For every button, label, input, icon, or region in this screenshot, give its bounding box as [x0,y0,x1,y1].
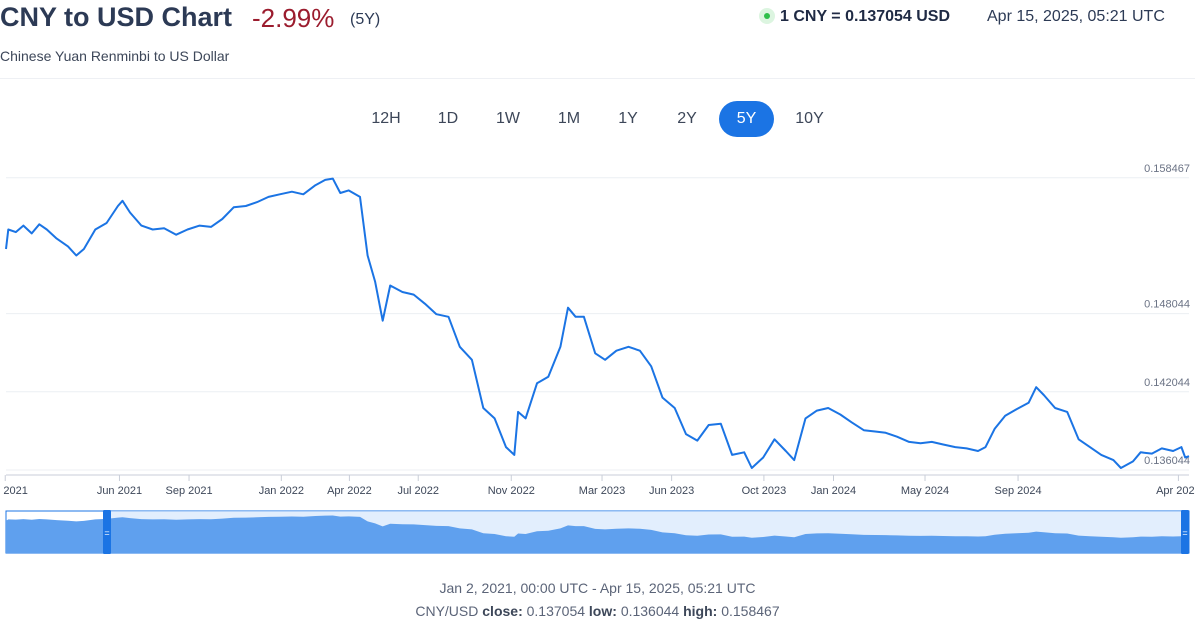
x-tick-label: Jan 2021 [0,485,28,497]
handle-grip-icon: = [1182,528,1187,538]
range-button-1d[interactable]: 1D [437,110,459,127]
close-label: close: [482,603,523,619]
x-tick-label: Apr 2022 [327,485,372,497]
range-button-12h[interactable]: 12H [371,110,401,127]
x-tick-label: Jul 2022 [397,485,439,497]
range-button-1y[interactable]: 1Y [618,110,638,127]
x-tick-label: Jun 2023 [649,485,694,497]
y-tick-label: 0.142044 [1144,377,1190,389]
x-tick-label: Nov 2022 [488,485,535,497]
high-value: 0.158467 [721,603,780,619]
low-value: 0.136044 [620,603,680,619]
x-tick-label: Sep 2024 [995,485,1042,497]
navigator-area [6,515,1189,553]
live-indicator-icon [759,8,775,24]
x-tick-label: May 2024 [901,485,949,497]
navigator-right-handle[interactable] [1181,510,1189,554]
high-label: high: [683,603,718,619]
range-button-10y[interactable]: 10Y [795,110,824,127]
footer-stats: CNY/USD close: 0.137054 low: 0.136044 hi… [0,603,1195,619]
y-axis-labels: 0.158467 0.148044 0.142044 0.136044 [1144,163,1190,467]
current-rate: 1 CNY = 0.137054 USD [780,8,951,25]
y-tick-label: 0.136044 [1144,455,1190,467]
page-subtitle: Chinese Yuan Renminbi to US Dollar [0,48,230,64]
range-button-5y[interactable]: 5Y [719,101,774,137]
range-button-2y[interactable]: 2Y [677,110,697,127]
navigator[interactable]: = = [5,510,1190,554]
low-label: low: [588,603,617,619]
period-label: (5Y) [350,11,381,28]
chart-header: CNY to USD Chart -2.99% (5Y) Chinese Yua… [0,0,1195,79]
close-value: 0.137054 [526,603,586,619]
x-tick-label: Jan 2022 [259,485,304,497]
x-tick-label: Sep 2021 [165,485,212,497]
x-tick-label: Mar 2023 [579,485,625,497]
x-tick-label: Jan 2024 [811,485,856,497]
navigator-left-handle[interactable] [103,510,111,554]
y-tick-label: 0.148044 [1144,299,1190,311]
x-tick-label: Apr 2025 [1156,485,1195,497]
price-chart[interactable]: 0.158467 0.148044 0.142044 0.136044 Jan 202… [0,150,1195,560]
pair-label: CNY/USD [415,603,479,619]
x-axis-labels: Jan 2021 Jun 2021 Sep 2021 Jan 2022 Apr 2022… [0,475,1195,497]
page-title: CNY to USD Chart [0,2,233,32]
percent-change: -2.99% [252,3,335,33]
grid-lines [6,177,1189,471]
footer-date-range: Jan 2, 2021, 00:00 UTC - Apr 15, 2025, 0… [439,580,756,596]
range-selector: 12H 1D 1W 1M 1Y 2Y 5Y 10Y [0,101,1195,137]
x-tick-label: Oct 2023 [742,485,787,497]
range-button-1w[interactable]: 1W [496,110,520,127]
series-line-cny-usd [5,177,1190,469]
y-tick-label: 0.158467 [1144,163,1190,175]
x-tick-label: Jun 2021 [97,485,142,497]
range-button-1m[interactable]: 1M [557,110,581,127]
rate-timestamp: Apr 15, 2025, 05:21 UTC [987,8,1165,25]
handle-grip-icon: = [104,528,109,538]
